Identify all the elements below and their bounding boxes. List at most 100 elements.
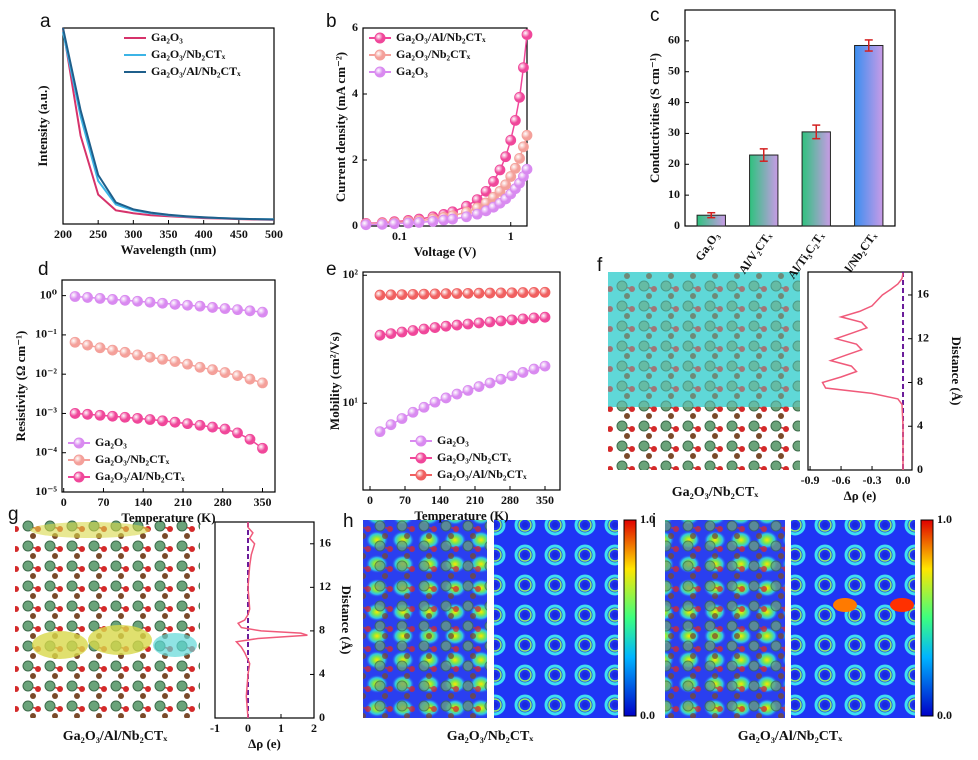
panel-letter: a bbox=[40, 11, 51, 32]
y-tick-label: 12 bbox=[917, 330, 929, 344]
y-tick-label: 40 bbox=[668, 94, 680, 108]
x-tick-label: 280 bbox=[214, 495, 232, 509]
plot-frame bbox=[362, 271, 561, 491]
series-line bbox=[379, 291, 546, 296]
marker bbox=[418, 323, 430, 335]
x-tick-label: 2 bbox=[311, 721, 317, 735]
marker bbox=[440, 392, 452, 404]
x-axis-title: Δρ (e) bbox=[844, 488, 877, 503]
plot-frame bbox=[61, 279, 276, 493]
marker bbox=[505, 134, 517, 146]
plot-frame bbox=[807, 271, 913, 471]
x-tick-label: 0.1 bbox=[392, 229, 407, 243]
y-tick-label: 12 bbox=[319, 579, 331, 593]
legend-marker bbox=[73, 471, 85, 483]
marker bbox=[207, 421, 218, 433]
y-axis-title: Resistivity (Ω cm⁻¹) bbox=[13, 331, 28, 442]
marker bbox=[144, 351, 156, 363]
marker bbox=[69, 336, 81, 348]
y-tick-label: 4 bbox=[917, 418, 923, 432]
marker bbox=[257, 377, 268, 389]
y-tick-label: 6 bbox=[352, 20, 358, 34]
marker bbox=[427, 215, 439, 227]
marker bbox=[473, 381, 485, 392]
isosurface bbox=[32, 631, 88, 659]
profile-line bbox=[234, 522, 308, 719]
x-axis-title: Δρ (e) bbox=[248, 736, 281, 751]
marker bbox=[82, 339, 93, 351]
marker bbox=[495, 373, 507, 385]
caption: Ga₂O₃/Nb₂CTₓ bbox=[447, 729, 535, 744]
marker bbox=[429, 288, 441, 300]
series-line bbox=[75, 412, 263, 449]
panel-letter: i bbox=[652, 511, 656, 532]
marker bbox=[232, 370, 243, 381]
marker bbox=[244, 373, 256, 385]
marker bbox=[385, 328, 397, 339]
marker bbox=[521, 163, 533, 175]
series-line bbox=[379, 365, 546, 433]
x-tick-label: 250 bbox=[89, 227, 107, 241]
marker bbox=[169, 416, 181, 428]
legend-label: Ga₂O₃/Al/Nb₂CTₓ bbox=[151, 64, 241, 78]
marker bbox=[539, 311, 551, 323]
x-tick-label: -0.6 bbox=[832, 473, 851, 487]
x-tick-label: 210 bbox=[466, 493, 484, 507]
marker bbox=[207, 364, 218, 376]
marker bbox=[119, 411, 131, 423]
x-tick-label: 350 bbox=[536, 493, 554, 507]
x-axis-title: Temperature (K) bbox=[121, 510, 215, 525]
atoms bbox=[665, 520, 785, 718]
marker bbox=[500, 151, 512, 163]
x-axis-title: Temperature (K) bbox=[414, 508, 508, 523]
series-line bbox=[74, 341, 263, 384]
marker bbox=[495, 287, 507, 299]
marker bbox=[484, 377, 496, 389]
x-tick-label: 500 bbox=[265, 227, 283, 241]
x-axis-title: Wavelength (nm) bbox=[121, 242, 217, 257]
marker bbox=[360, 219, 372, 231]
x-tick-label: 140 bbox=[134, 495, 152, 509]
legend-label: Ga₂O₃/Nb₂CTₓ bbox=[437, 450, 512, 464]
y-axis-title: Conductivities (S cm⁻¹) bbox=[647, 53, 662, 183]
x-tick-label: 350 bbox=[254, 495, 272, 509]
y-axis-title: Distance (Å) bbox=[949, 337, 964, 406]
elf-map bbox=[791, 520, 915, 718]
marker bbox=[539, 360, 551, 372]
marker bbox=[440, 288, 452, 300]
y-tick-label: 0 bbox=[319, 710, 325, 724]
marker bbox=[82, 408, 93, 420]
x-tick-label: 210 bbox=[174, 495, 192, 509]
marker bbox=[94, 409, 106, 421]
y-tick-label: 10 bbox=[668, 187, 680, 201]
panel-letter: f bbox=[597, 255, 603, 276]
maps-i bbox=[665, 519, 934, 718]
marker bbox=[505, 171, 517, 182]
y-tick-label: 10⁻⁴ bbox=[35, 444, 57, 458]
marker bbox=[528, 287, 540, 298]
marker bbox=[462, 318, 474, 330]
x-tick-label: 0 bbox=[61, 495, 67, 509]
x-tick-label: 400 bbox=[195, 227, 213, 241]
profile-line bbox=[821, 272, 904, 470]
isosurface bbox=[30, 522, 150, 538]
marker bbox=[157, 415, 168, 427]
marker bbox=[461, 211, 472, 223]
series-line bbox=[62, 27, 275, 221]
panel-letter: h bbox=[343, 511, 354, 532]
marker bbox=[521, 29, 533, 40]
legend-marker bbox=[73, 454, 85, 466]
marker bbox=[518, 141, 529, 153]
atoms bbox=[363, 520, 487, 718]
marker bbox=[484, 316, 496, 328]
x-tick-label: 450 bbox=[230, 227, 248, 241]
marker bbox=[495, 315, 507, 327]
legend-label: Ga₂O₃/Nb₂CTₓ bbox=[396, 47, 471, 61]
colorbar-label: 0.0 bbox=[640, 708, 655, 722]
marker bbox=[376, 218, 388, 230]
legend-label: Ga₂O₃ bbox=[396, 64, 428, 78]
marker bbox=[429, 322, 441, 333]
legend-marker bbox=[374, 49, 386, 61]
maps-h bbox=[363, 519, 637, 718]
marker bbox=[374, 426, 386, 438]
